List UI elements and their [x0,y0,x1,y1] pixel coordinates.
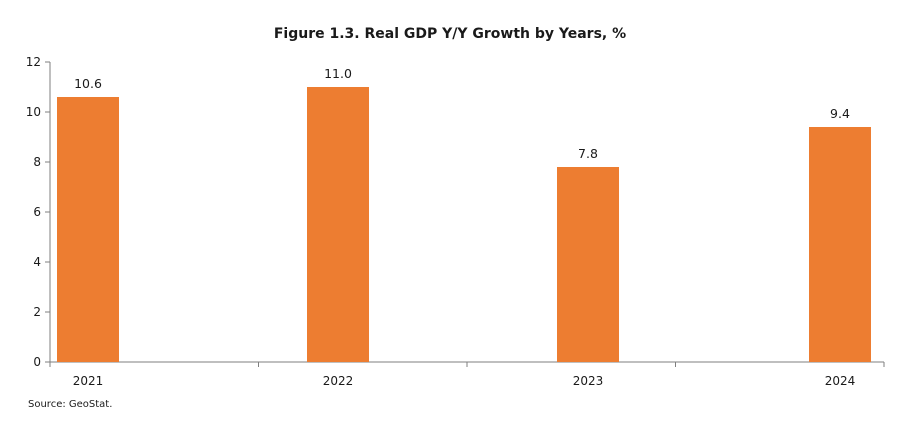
y-tick-label: 8 [33,155,41,169]
y-tick-label: 12 [26,55,41,69]
chart-title: Figure 1.3. Real GDP Y/Y Growth by Years… [273,26,627,42]
data-label-2021: 10.6 [74,76,102,91]
data-labels: 10.6 11.0 7.8 9.4 [74,66,850,161]
x-axis: 2021 2022 2023 2024 [49,361,885,388]
bar-2021 [57,97,119,362]
y-axis: 0 2 4 6 8 10 12 [26,55,51,369]
data-label-2022: 11.0 [324,66,352,81]
bars [57,87,871,362]
bar-2024 [809,127,871,362]
x-tick-label: 2022 [323,374,354,388]
y-tick-label: 4 [33,255,41,269]
x-tick-label: 2021 [73,374,104,388]
y-tick-label: 10 [26,105,41,119]
y-tick-label: 0 [33,355,41,369]
data-label-2023: 7.8 [578,146,598,161]
x-tick-label: 2024 [825,374,856,388]
data-label-2024: 9.4 [830,106,850,121]
bar-2023 [557,167,619,362]
source-note: Source: GeoStat. [28,399,113,410]
x-tick-label: 2023 [573,374,604,388]
bar-2022 [307,87,369,362]
y-tick-label: 2 [33,305,41,319]
y-tick-label: 6 [33,205,41,219]
